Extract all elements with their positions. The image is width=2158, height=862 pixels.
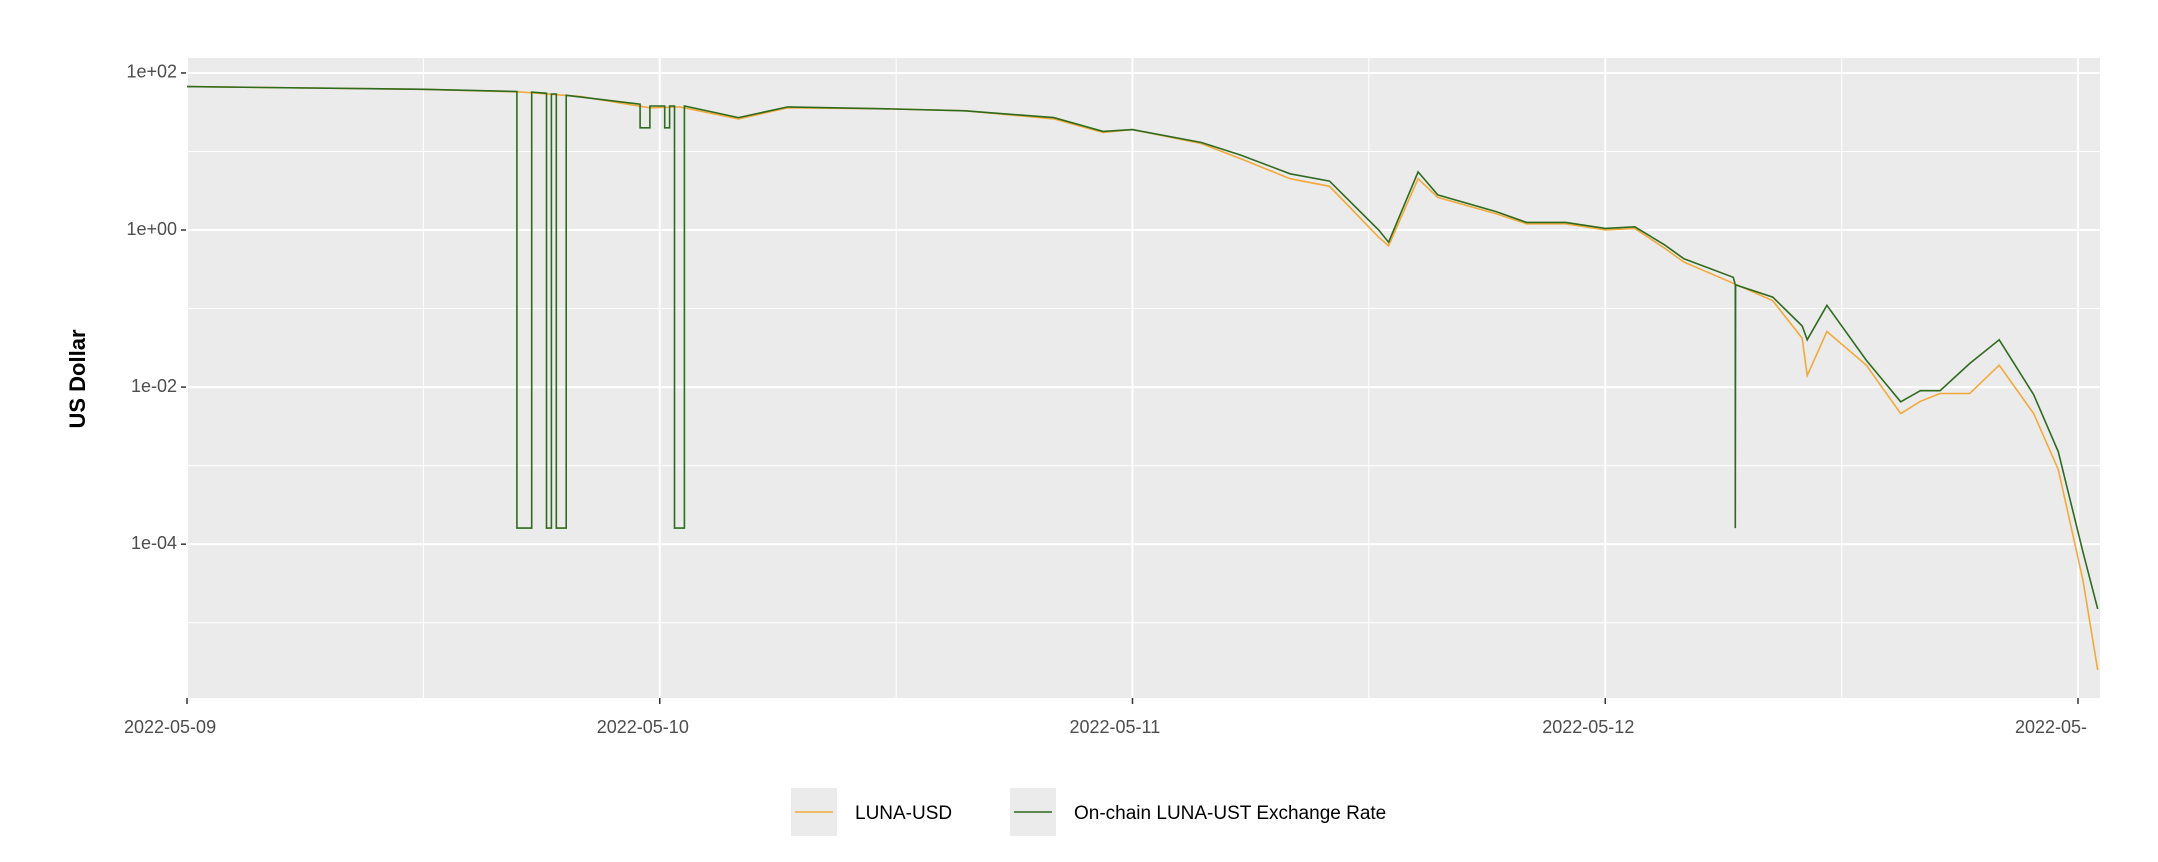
y-axis-label: US Dollar bbox=[65, 329, 90, 428]
x-tick-label: 2022-05-10 bbox=[597, 717, 689, 737]
y-tick-label: 1e+00 bbox=[126, 219, 177, 239]
panel bbox=[187, 58, 2100, 698]
legend-label: On-chain LUNA-UST Exchange Rate bbox=[1074, 803, 1386, 824]
x-tick-label: 2022-05-09 bbox=[124, 717, 216, 737]
legend-label: LUNA-USD bbox=[855, 803, 952, 824]
y-tick-label: 1e-02 bbox=[131, 376, 177, 396]
series-line bbox=[186, 85, 2099, 610]
x-tick-label: 2022-05-11 bbox=[1070, 717, 1161, 737]
y-tick-label: 1e-04 bbox=[131, 533, 177, 553]
x-tick-label: 2022-05-12 bbox=[1542, 717, 1634, 737]
y-tick-label: 1e+02 bbox=[126, 62, 177, 82]
x-tick-label: 2022-05- bbox=[2015, 717, 2087, 737]
series-line bbox=[186, 85, 2099, 671]
